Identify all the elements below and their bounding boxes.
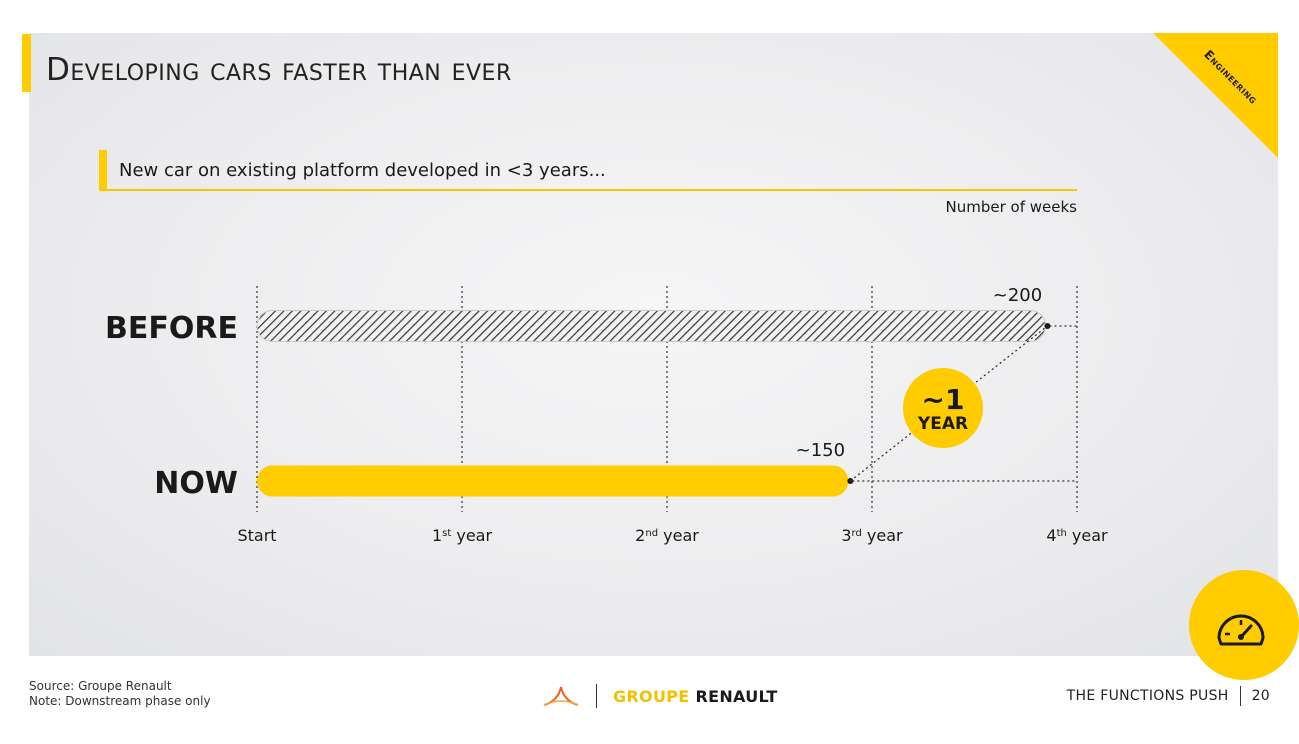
x-tick-label: Start <box>237 526 276 545</box>
section-name: THE FUNCTIONS PUSH <box>1066 688 1229 704</box>
subtitle-underline <box>99 189 1077 191</box>
subtitle-accent-bar <box>99 150 107 190</box>
scope-note: Note: Downstream phase only <box>29 694 211 708</box>
footer-section: THE FUNCTIONS PUSH 20 <box>1067 686 1270 706</box>
bar-now <box>257 465 849 497</box>
slide-canvas <box>29 33 1278 656</box>
speedometer-icon <box>1217 614 1265 646</box>
renault-logo-icon <box>543 686 579 706</box>
difference-badge <box>903 368 983 448</box>
category-label: BEFORE <box>105 311 238 346</box>
brand-name-part1: GROUPE <box>613 686 690 706</box>
page-title: Developing cars faster than ever <box>46 52 512 88</box>
bar-before <box>256 310 1046 342</box>
x-tick-label: 1st year <box>432 526 493 545</box>
data-label: ~200 <box>993 285 1042 306</box>
data-label: ~150 <box>796 440 845 461</box>
source-note: Source: Groupe Renault <box>29 679 172 693</box>
brand-name-part2: RENAULT <box>695 686 778 706</box>
chart-subtitle: New car on existing platform developed i… <box>119 160 606 181</box>
x-tick-label: 4th year <box>1046 526 1108 545</box>
x-tick-label: 3rd year <box>841 526 903 545</box>
brand-separator <box>596 684 597 708</box>
speedometer-badge <box>1189 570 1299 680</box>
footer-notes: Source: Groupe Renault Note: Downstream … <box>29 679 211 709</box>
page-separator <box>1239 686 1241 706</box>
unit-label: Number of weeks <box>945 198 1077 216</box>
x-tick-label: 2nd year <box>635 526 699 545</box>
brand-block: GROUPE RENAULT <box>542 684 778 708</box>
category-label: NOW <box>154 466 238 501</box>
difference-unit: YEAR <box>917 414 968 434</box>
title-accent-bar <box>22 34 31 92</box>
difference-value: ~1 <box>922 383 965 416</box>
page-number: 20 <box>1251 688 1270 704</box>
corner-tag <box>1153 33 1278 158</box>
